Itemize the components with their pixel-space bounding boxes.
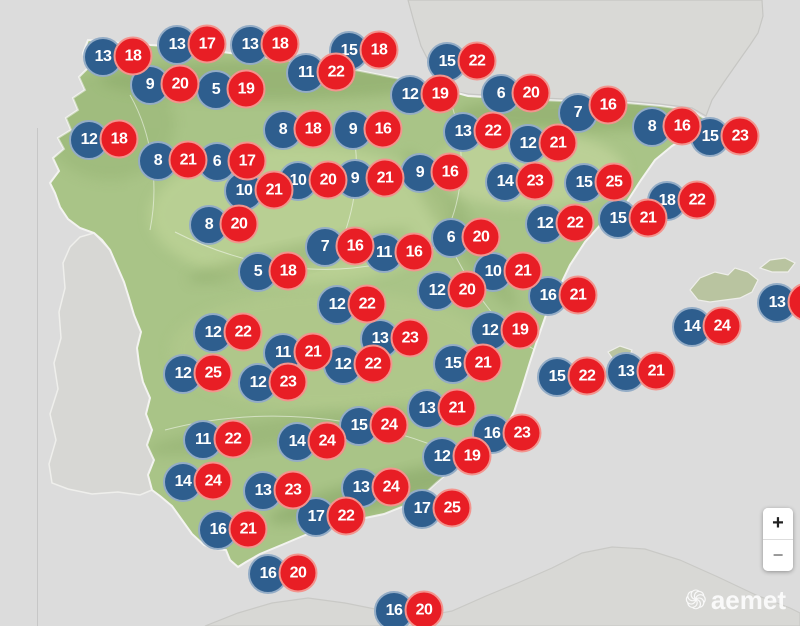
max-temp-circle: 21: [503, 251, 543, 291]
zoom-out-button[interactable]: −: [763, 540, 793, 571]
max-temp-circle: 20: [511, 73, 551, 113]
max-temp-circle: 21: [168, 140, 208, 180]
max-temp-circle: 23: [720, 116, 760, 156]
max-temp-circle: 22: [347, 284, 387, 324]
max-temp-circle: 16: [588, 85, 628, 125]
map-tile-seam: [37, 128, 38, 626]
max-temp-circle: 22: [326, 496, 366, 536]
max-temp-circle: 21: [254, 170, 294, 210]
max-temp-circle: 20: [404, 590, 444, 626]
min-temp-circle: 12: [238, 363, 278, 403]
max-temp-circle: 24: [307, 421, 347, 461]
max-temp-circle: 24: [369, 405, 409, 445]
max-temp-circle: 16: [363, 109, 403, 149]
max-temp-circle: 16: [394, 232, 434, 272]
max-temp-circle: 18: [293, 109, 333, 149]
max-temp-circle: 18: [113, 36, 153, 76]
max-temp-circle: 21: [628, 198, 668, 238]
max-temp-circle: 23: [515, 161, 555, 201]
max-temp-circle: 19: [500, 310, 540, 350]
max-temp-circle: 21: [228, 509, 268, 549]
max-temp-circle: 25: [594, 162, 634, 202]
zoom-control: + −: [763, 508, 793, 571]
max-temp-circle: 24: [193, 461, 233, 501]
max-temp-circle: 16: [335, 226, 375, 266]
max-temp-circle: 23: [390, 318, 430, 358]
max-temp-circle: 25: [432, 488, 472, 528]
max-temp-circle: 21: [365, 158, 405, 198]
max-temp-circle: 23: [268, 362, 308, 402]
max-temp-circle: 21: [463, 343, 503, 383]
max-temp-circle: 16: [662, 106, 702, 146]
max-temp-circle: 25: [193, 353, 233, 393]
max-temp-circle: 21: [636, 351, 676, 391]
max-temp-circle: 22: [555, 203, 595, 243]
max-temp-circle: 18: [260, 24, 300, 64]
max-temp-circle: 22: [567, 356, 607, 396]
aemet-logo-text: aemet: [710, 585, 786, 615]
max-temp-circle: 22: [457, 41, 497, 81]
max-temp-circle: 22: [223, 312, 263, 352]
max-temp-circle: 20: [461, 217, 501, 257]
max-temp-circle: 16: [430, 152, 470, 192]
max-temp-circle: 20: [160, 64, 200, 104]
aemet-watermark: ֍ aemet: [685, 585, 786, 616]
max-temp-circle: 20: [308, 160, 348, 200]
max-temp-circle: 22: [316, 52, 356, 92]
zoom-in-button[interactable]: +: [763, 508, 793, 539]
max-temp-circle: 18: [359, 30, 399, 70]
max-temp-circle: 22: [213, 419, 253, 459]
max-temp-circle: 19: [226, 69, 266, 109]
max-temp-circle: 20: [219, 204, 259, 244]
max-temp-circle: 22: [677, 180, 717, 220]
aemet-logo-icon: ֍: [684, 585, 707, 615]
max-temp-circle: 17: [227, 141, 267, 181]
max-temp-circle: 20: [278, 553, 318, 593]
max-temp-circle: 22: [353, 344, 393, 384]
africa-landmass: [204, 546, 800, 626]
max-temp-circle: 22: [473, 111, 513, 151]
max-temp-circle: 17: [187, 24, 227, 64]
max-temp-circle: 19: [452, 436, 492, 476]
max-temp-circle: 21: [558, 275, 598, 315]
max-temp-circle: 24: [702, 306, 742, 346]
max-temp-circle: 21: [293, 332, 333, 372]
max-temp-circle: 19: [420, 74, 460, 114]
max-temp-circle: 20: [447, 270, 487, 310]
max-temp-circle: 21: [437, 388, 477, 428]
max-temp-circle: 24: [371, 467, 411, 507]
zoom-divider: [763, 539, 793, 540]
max-temp-circle: 18: [268, 251, 308, 291]
max-temp-circle: 23: [502, 413, 542, 453]
max-temp-circle: 23: [273, 470, 313, 510]
max-temp-circle: 21: [538, 123, 578, 163]
max-temp-circle: 18: [99, 119, 139, 159]
